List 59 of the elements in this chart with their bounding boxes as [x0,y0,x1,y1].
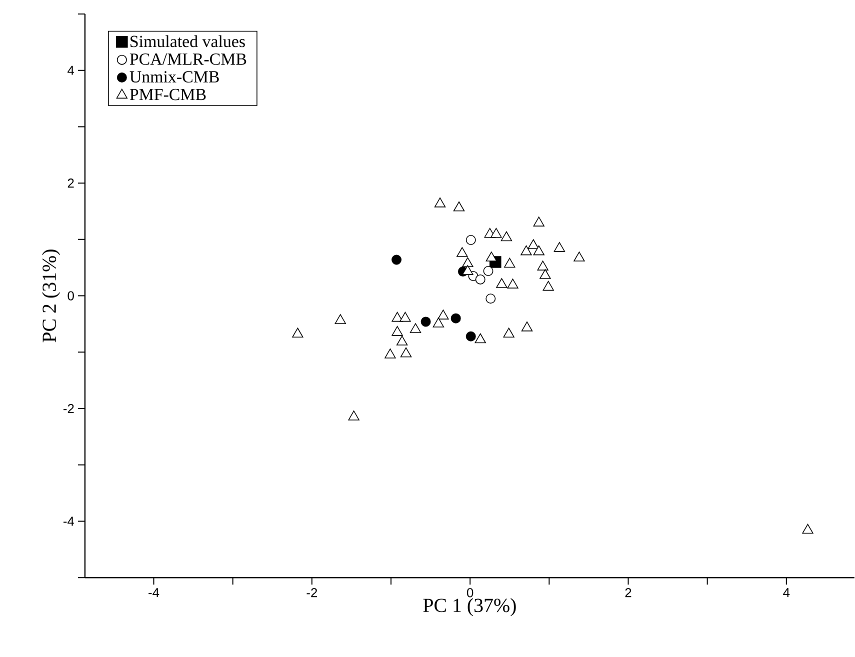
point [434,198,446,208]
x-tick-label: 4 [783,588,790,598]
legend-label: Unmix-CMB [130,71,219,83]
point [486,252,498,262]
point [540,269,551,280]
point [420,316,431,327]
legend-label: PCA/MLR-CMB [130,54,246,66]
point [392,254,402,265]
point [396,336,408,346]
point [504,258,516,268]
y-tick-label: -2 [64,404,74,414]
point [533,216,544,227]
point [400,348,412,358]
point [554,242,566,252]
y-tick-label: 4 [68,66,74,76]
point [528,239,539,250]
y-tick-label: -4 [64,517,74,526]
legend-label: Simulated values [130,35,245,48]
point [507,278,518,289]
point [537,260,548,271]
point [490,228,502,238]
point [410,323,422,334]
point [542,281,554,291]
point [384,348,396,359]
x-tick-label: 0 [466,588,474,598]
point [462,265,474,276]
point [496,278,508,288]
point [453,202,465,212]
point [474,334,486,344]
x-axis-title: PC 1 (37%) [423,598,516,616]
point [450,314,461,324]
point [432,318,444,328]
x-tick-label: -4 [148,588,160,598]
point [500,232,512,242]
point [462,257,474,268]
x-tick-label: 2 [625,588,632,598]
point [521,322,533,332]
point [466,332,476,342]
y-tick-label: 0 [68,291,74,301]
point [503,328,514,338]
point [486,294,496,304]
point [456,247,468,258]
point [438,310,449,320]
point [334,314,346,324]
point [348,410,360,421]
point [400,312,411,322]
legend-label: PMF-CMB [130,89,206,100]
x-tick-label: -2 [306,588,318,598]
point [292,328,304,338]
point [475,274,486,285]
point [483,266,494,276]
point [392,326,403,336]
point [574,252,585,262]
y-axis-title: PC 2 (31%) [42,250,60,342]
point [520,246,532,256]
point [802,524,814,534]
y-tick-label: 2 [68,178,74,188]
point [466,235,476,246]
point [533,246,544,256]
